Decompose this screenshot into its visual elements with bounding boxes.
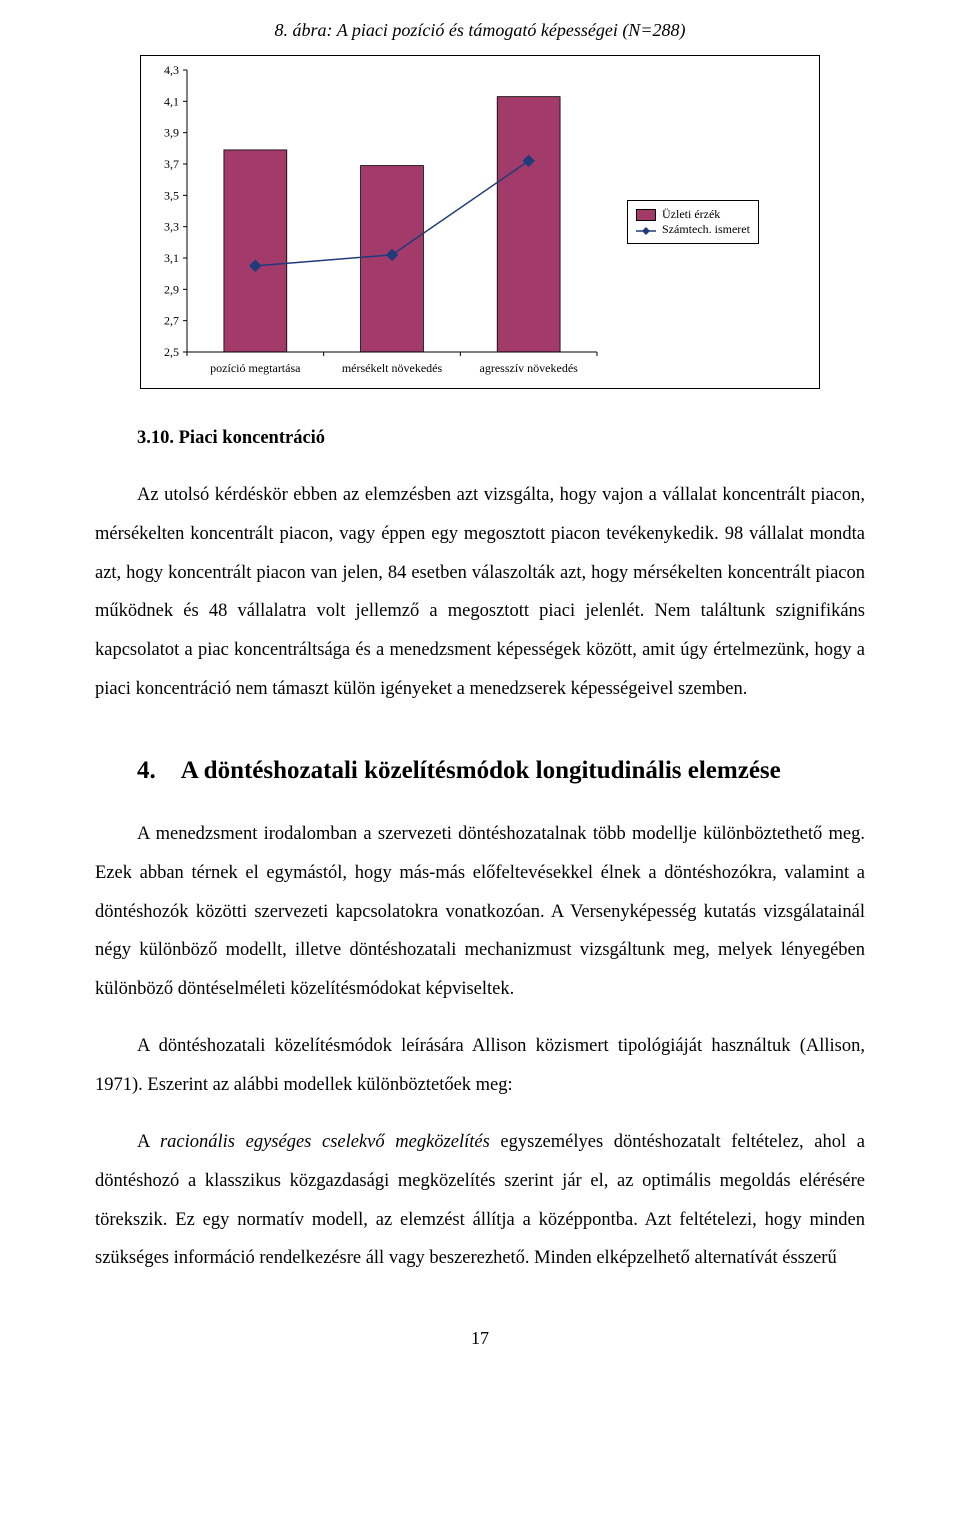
- svg-text:3,5: 3,5: [164, 188, 179, 202]
- legend-label-line: Számtech. ismeret: [662, 222, 750, 237]
- paragraph-4-prefix: A: [137, 1132, 160, 1152]
- svg-text:4,1: 4,1: [164, 94, 179, 108]
- chart-title: 8. ábra: A piaci pozíció és támogató kép…: [95, 20, 865, 41]
- svg-text:2,5: 2,5: [164, 345, 179, 359]
- chart-container: 2,5 2,7 2,9 3,1 3,3 3,5 3,7 3,9 4,1 4,3 pozíció me…: [140, 55, 820, 389]
- legend-swatch-bar: [636, 209, 656, 221]
- legend-label-bar: Üzleti érzék: [662, 207, 720, 222]
- section-4-heading: 4. A döntéshozatali közelítésmódok longi…: [95, 757, 865, 785]
- paragraph-1: Az utolsó kérdéskör ebben az elemzésben …: [95, 476, 865, 709]
- section-3-10: 3.10. Piaci koncentráció: [95, 419, 865, 458]
- paragraph-4: A racionális egységes cselekvő megközelí…: [95, 1123, 865, 1278]
- legend-swatch-line: [636, 225, 656, 235]
- svg-text:3,7: 3,7: [164, 157, 179, 171]
- svg-text:3,3: 3,3: [164, 220, 179, 234]
- chart-legend: Üzleti érzék Számtech. ismeret: [627, 200, 759, 244]
- paragraph-2: A menedzsment irodalomban a szervezeti d…: [95, 815, 865, 1009]
- svg-text:3,1: 3,1: [164, 251, 179, 265]
- section-3-10-heading: 3.10. Piaci koncentráció: [137, 428, 325, 448]
- svg-text:mérsékelt növekedés: mérsékelt növekedés: [342, 361, 443, 375]
- legend-item-line: Számtech. ismeret: [636, 222, 750, 237]
- svg-text:pozíció megtartása: pozíció megtartása: [210, 361, 301, 375]
- page-number: 17: [95, 1328, 865, 1349]
- svg-text:2,9: 2,9: [164, 282, 179, 296]
- svg-text:4,3: 4,3: [164, 63, 179, 77]
- svg-text:agresszív növekedés: agresszív növekedés: [480, 361, 579, 375]
- svg-text:2,7: 2,7: [164, 314, 179, 328]
- paragraph-4-lead: racionális egységes cselekvő megközelíté…: [160, 1132, 490, 1152]
- svg-text:3,9: 3,9: [164, 126, 179, 140]
- paragraph-4-rest: egyszemélyes döntéshozatalt feltételez, …: [95, 1132, 865, 1269]
- paragraph-3: A döntéshozatali közelítésmódok leírásár…: [95, 1027, 865, 1105]
- chart-plot: 2,5 2,7 2,9 3,1 3,3 3,5 3,7 3,9 4,1 4,3 pozíció me…: [147, 62, 607, 382]
- legend-item-bar: Üzleti érzék: [636, 207, 750, 222]
